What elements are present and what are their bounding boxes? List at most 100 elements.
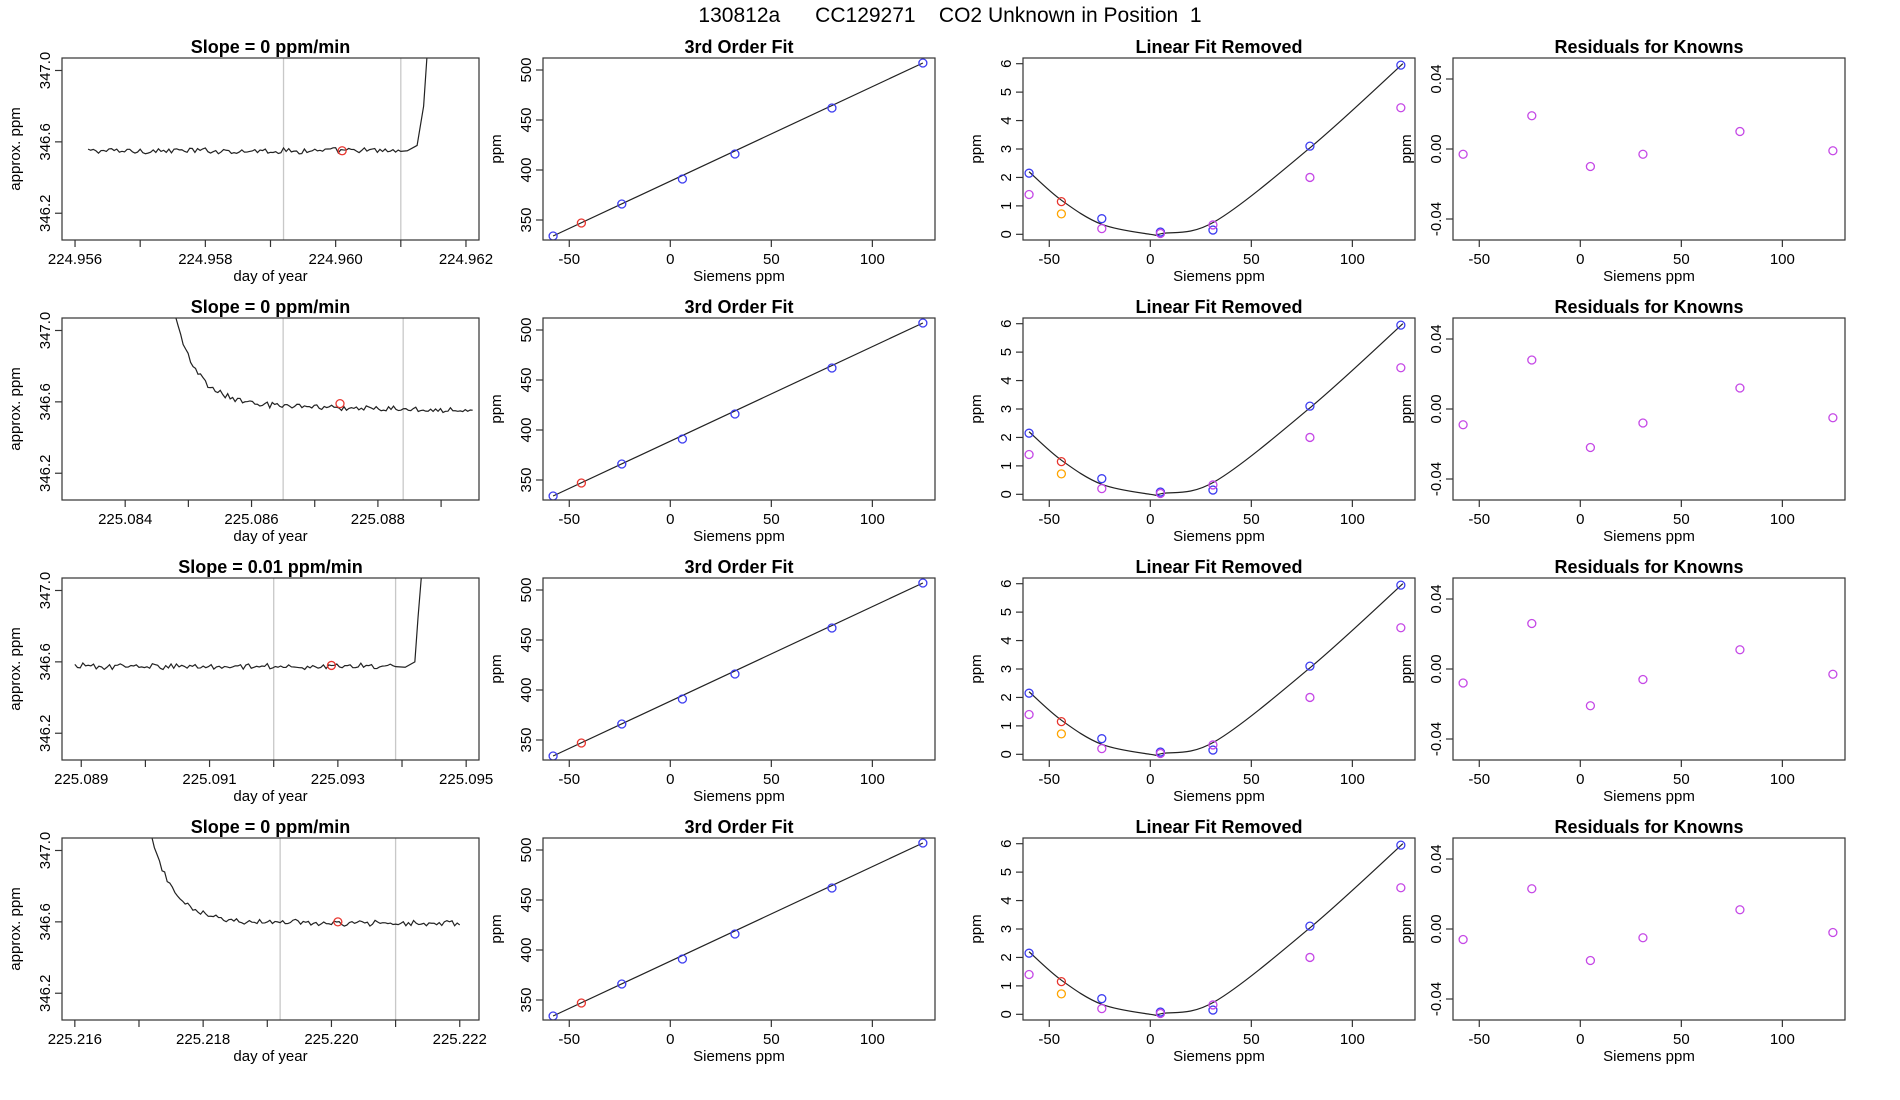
marker-point — [326, 660, 337, 671]
y-tick-label: 500 — [518, 57, 535, 82]
plot-area — [1458, 111, 1838, 172]
data-point — [1208, 740, 1218, 750]
y-axis-label: ppm — [968, 394, 985, 423]
data-point — [576, 478, 587, 488]
x-axis-label: Siemens ppm — [693, 788, 785, 805]
x-tick-label: 0 — [666, 511, 674, 528]
plot-frame — [61, 837, 480, 1021]
chart-panel-r3c4: Residuals for Knowns -50 0 50 100 -0.04 0.00 0.… — [1398, 557, 1846, 805]
data-point — [1585, 701, 1596, 711]
data-point — [1097, 214, 1107, 224]
data-point — [677, 694, 688, 704]
x-tick-label: 224.956 — [48, 251, 102, 268]
x-tick-label: 0 — [1576, 771, 1584, 788]
y-tick-label: 4 — [998, 896, 1015, 904]
chart-title: Residuals for Knowns — [1554, 817, 1743, 837]
data-point — [1305, 172, 1315, 183]
plot-area — [548, 58, 928, 240]
data-point — [617, 979, 627, 989]
data-point — [1527, 355, 1537, 365]
data-point — [1208, 225, 1218, 235]
data-point — [1458, 678, 1468, 688]
plot-area — [151, 838, 461, 1020]
plot-frame — [1452, 317, 1846, 501]
data-point — [576, 998, 587, 1008]
data-point — [1735, 126, 1745, 137]
x-tick-label: 0 — [1146, 511, 1154, 528]
chart-panel-r4c4: Residuals for Knowns -50 0 50 100 -0.04 0.00 0.… — [1398, 817, 1846, 1065]
marker-point — [333, 917, 343, 927]
plot-frame — [61, 577, 480, 761]
data-point — [827, 103, 837, 113]
y-axis-label: ppm — [488, 394, 505, 423]
plot-frame — [1452, 837, 1846, 1021]
chart-panel-r2c4: Residuals for Knowns -50 0 50 100 -0.04 0.00 0.… — [1398, 297, 1846, 545]
y-tick-label: 6 — [998, 840, 1015, 848]
chart-title: Residuals for Knowns — [1554, 557, 1743, 577]
plot-frame — [1022, 317, 1416, 501]
x-tick-label: 0 — [666, 771, 674, 788]
chart-title: Slope = 0 ppm/min — [191, 817, 351, 837]
plot-area — [1458, 618, 1838, 711]
chart-title: Linear Fit Removed — [1135, 817, 1302, 837]
x-tick-label: 225.093 — [311, 771, 365, 788]
data-point — [827, 363, 837, 373]
x-tick-label: 50 — [1243, 771, 1260, 788]
data-point — [1097, 734, 1107, 744]
x-tick-label: -50 — [1468, 1031, 1490, 1048]
data-point — [730, 929, 740, 939]
figure-title: 130812a CC129271 CO2 Unknown in Position… — [698, 4, 1202, 27]
data-point — [1585, 161, 1596, 172]
data-point — [1056, 196, 1067, 207]
y-tick-label: 450 — [518, 627, 535, 652]
plot-frame — [1452, 57, 1846, 241]
data-point — [1458, 934, 1468, 945]
data-point — [1056, 209, 1067, 219]
chart-panel-r1c3: Linear Fit Removed -50 0 50 100 0 1 2 3 4 5 6 Siemen… — [968, 37, 1416, 285]
timeseries-line — [175, 318, 473, 414]
plot-frame — [1022, 837, 1416, 1021]
chart-panel-r1c4: Residuals for Knowns -50 0 50 100 -0.04 0.00 0.… — [1398, 37, 1846, 285]
data-point — [1024, 189, 1034, 200]
y-tick-label: 4 — [998, 116, 1015, 124]
data-point — [677, 954, 688, 964]
data-point — [1024, 709, 1034, 720]
data-point — [1527, 111, 1537, 121]
marker-point — [335, 398, 345, 409]
y-tick-label: 350 — [518, 467, 535, 492]
data-point — [617, 199, 627, 209]
x-tick-label: 225.091 — [182, 771, 236, 788]
data-point — [1208, 1000, 1218, 1010]
y-tick-label: -0.04 — [1428, 462, 1445, 496]
chart-title: 3rd Order Fit — [684, 817, 793, 837]
y-tick-label: 346.6 — [37, 383, 54, 421]
data-point — [1208, 485, 1218, 495]
chart-title: Linear Fit Removed — [1135, 297, 1302, 317]
x-tick-label: -50 — [558, 251, 580, 268]
x-tick-label: 224.958 — [178, 251, 232, 268]
x-axis-label: Siemens ppm — [1603, 1048, 1695, 1065]
x-tick-label: 100 — [1770, 1031, 1795, 1048]
data-point — [548, 231, 558, 240]
x-tick-label: 100 — [860, 251, 885, 268]
x-tick-label: 225.222 — [433, 1031, 487, 1048]
x-tick-label: 100 — [860, 771, 885, 788]
chart-title: Linear Fit Removed — [1135, 37, 1302, 57]
data-point — [1056, 989, 1067, 999]
fit-line — [552, 842, 924, 1017]
y-tick-label: 6 — [998, 60, 1015, 68]
fit-curve — [1028, 63, 1404, 236]
data-point — [1305, 692, 1315, 703]
data-point — [1305, 661, 1315, 671]
y-tick-label: 500 — [518, 577, 535, 602]
y-tick-label: 400 — [518, 677, 535, 702]
plot-frame — [542, 577, 936, 761]
plot-area — [1458, 355, 1838, 453]
x-axis-label: Siemens ppm — [1603, 268, 1695, 285]
data-point — [1638, 674, 1648, 685]
data-point — [1056, 716, 1067, 727]
plot-frame — [542, 57, 936, 241]
data-point — [1735, 905, 1745, 915]
x-axis-label: Siemens ppm — [1173, 528, 1265, 545]
